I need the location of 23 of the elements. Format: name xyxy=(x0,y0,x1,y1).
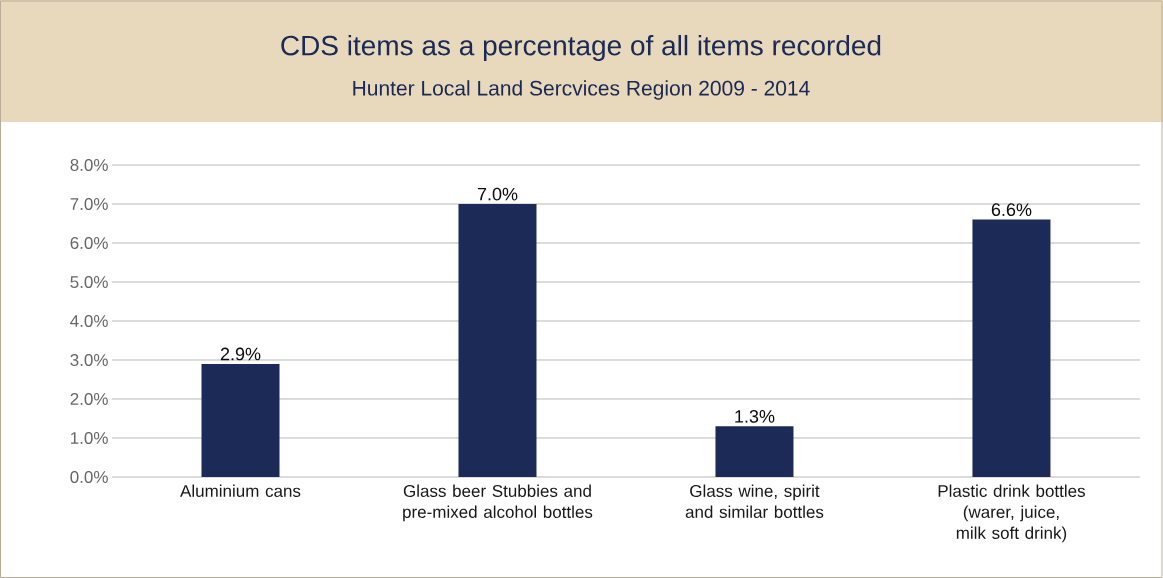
y-tick-label: 4.0% xyxy=(70,314,108,328)
y-tick-label: 5.0% xyxy=(70,275,108,289)
bar xyxy=(458,203,537,477)
y-tick-label: 7.0% xyxy=(70,197,108,211)
y-tick-label: 8.0% xyxy=(70,158,108,172)
chart-subtitle: Hunter Local Land Sercvices Region 2009 - 2014 xyxy=(353,80,810,100)
bar xyxy=(972,219,1051,477)
y-tick-label: 6.0% xyxy=(70,236,108,250)
x-tick-label: Glass wine, spirit and similar bottles xyxy=(685,484,824,519)
data-label: 2.9% xyxy=(220,347,261,361)
data-label: 6.6% xyxy=(991,203,1032,217)
x-tick-label: Glass beer Stubbies and pre-mixed alcohol bottles xyxy=(403,484,593,522)
x-tick-label: Aluminium cans xyxy=(180,484,301,498)
chart-title: CDS items as a percentage of all items recorded xyxy=(281,34,881,62)
y-tick-label: 2.0% xyxy=(70,392,108,406)
y-tick-label: 3.0% xyxy=(70,353,108,367)
y-tick-label: 1.0% xyxy=(71,431,108,445)
data-label: 1.3% xyxy=(735,410,775,423)
bar xyxy=(715,426,794,477)
y-tick-label: 0.0% xyxy=(70,470,108,484)
data-label: 7.0% xyxy=(477,187,518,201)
x-tick-label: Plastic drink bottles (warer, juice, milk soft drink) xyxy=(938,484,1085,543)
bar xyxy=(201,363,280,477)
